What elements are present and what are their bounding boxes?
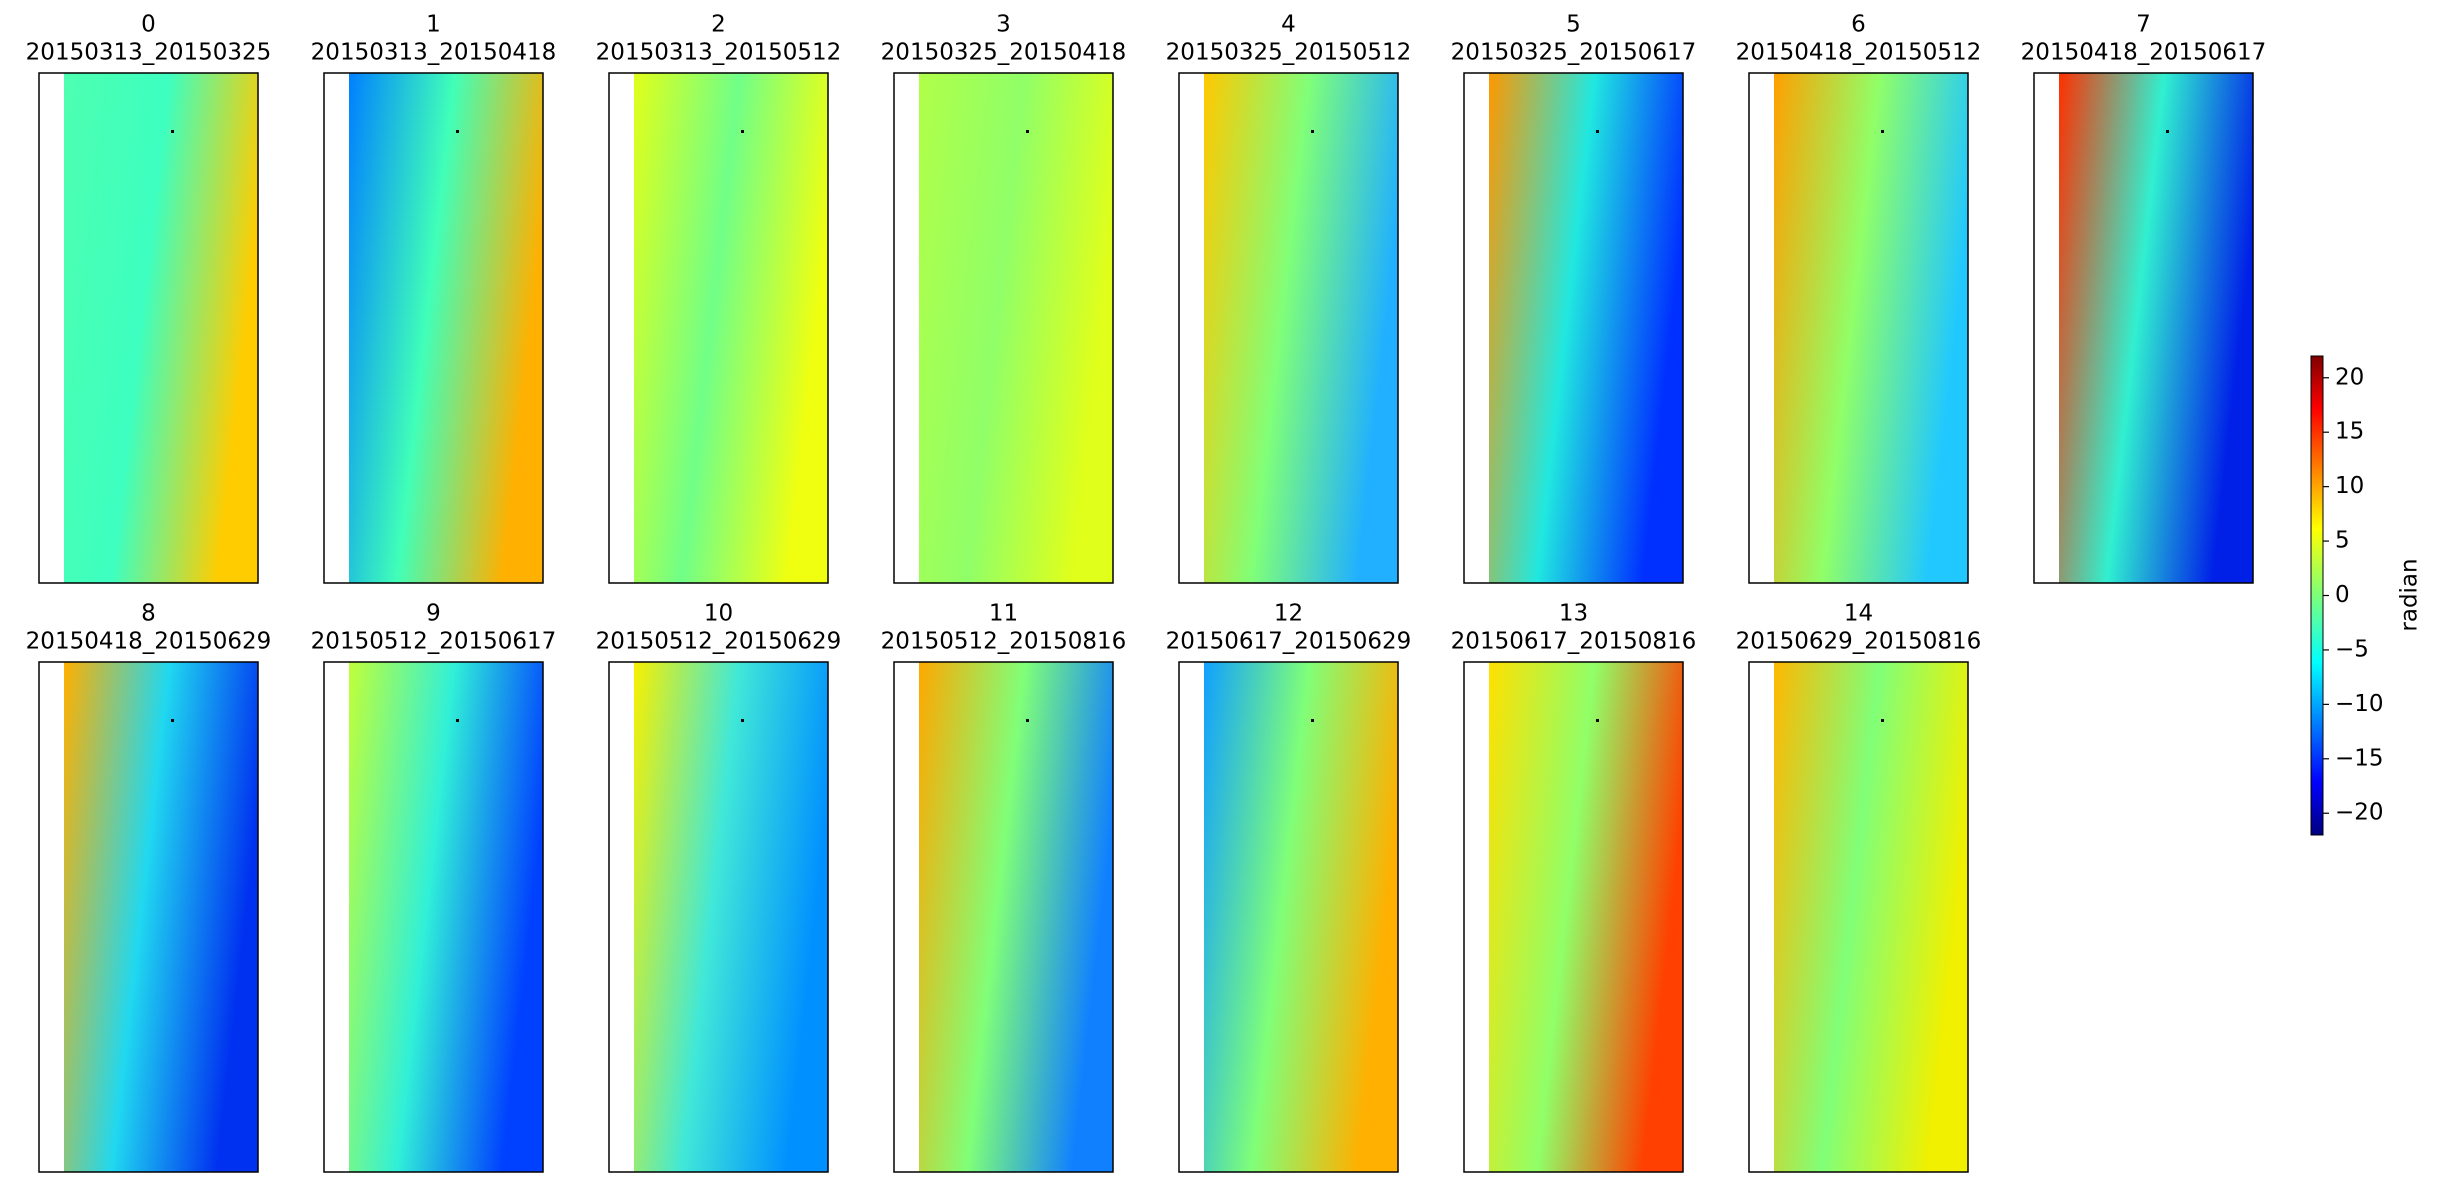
reference-point	[1311, 130, 1314, 133]
panel-frame	[323, 661, 544, 1173]
panel-title: 20150418_20150617	[2021, 40, 2267, 66]
colorbar-tick-label: 10	[2335, 473, 2364, 499]
colorbar-tick-label: −20	[2335, 800, 2384, 826]
panel-frame	[1463, 661, 1684, 1173]
reference-point	[741, 719, 744, 722]
panel-image	[349, 662, 543, 1172]
panel-image	[64, 662, 258, 1172]
panel-title: 20150325_20150512	[1166, 40, 1412, 66]
panel-image	[919, 662, 1113, 1172]
panel-image	[634, 73, 828, 583]
panel-title: 20150512_20150816	[881, 629, 1127, 655]
panel-index: 3	[996, 12, 1011, 38]
reference-point	[1596, 130, 1599, 133]
panel-title: 20150629_20150816	[1736, 629, 1982, 655]
colorbar-tick-label: 0	[2335, 582, 2350, 608]
panel-image	[349, 73, 543, 583]
panel-index: 0	[141, 12, 156, 38]
reference-point	[456, 130, 459, 133]
reference-point	[1881, 130, 1884, 133]
panel-image	[919, 73, 1113, 583]
panel-index: 12	[1274, 601, 1303, 627]
panel-frame	[1178, 72, 1399, 584]
reference-point	[456, 719, 459, 722]
panel-image	[1489, 662, 1683, 1172]
panel-index: 5	[1566, 12, 1581, 38]
panel-frame	[1178, 661, 1399, 1173]
panel-image	[634, 662, 828, 1172]
panel-frame	[1748, 72, 1969, 584]
panel-title: 20150617_20150629	[1166, 629, 1412, 655]
panel-index: 8	[141, 601, 156, 627]
panel-image	[1774, 73, 1968, 583]
panel-index: 10	[704, 601, 733, 627]
reference-point	[1026, 130, 1029, 133]
panel-image	[1774, 662, 1968, 1172]
panel-title: 20150418_20150512	[1736, 40, 1982, 66]
panel-index: 7	[2136, 12, 2151, 38]
panel-title: 20150313_20150512	[596, 40, 842, 66]
panel-index: 1	[426, 12, 441, 38]
colorbar-tick-label: −15	[2335, 745, 2384, 771]
panel-image	[64, 73, 258, 583]
panel-title: 20150313_20150325	[26, 40, 272, 66]
panel-title: 20150325_20150617	[1451, 40, 1697, 66]
panel-index: 9	[426, 601, 441, 627]
colorbar-tick-label: −10	[2335, 691, 2384, 717]
panel-index: 4	[1281, 12, 1296, 38]
reference-point	[1311, 719, 1314, 722]
panel-title: 20150512_20150617	[311, 629, 557, 655]
panel-frame	[38, 661, 259, 1173]
panel-index: 6	[1851, 12, 1866, 38]
panel-frame	[608, 661, 829, 1173]
panel-frame	[38, 72, 259, 584]
panel-frame	[893, 72, 1114, 584]
panel-title: 20150313_20150418	[311, 40, 557, 66]
panel-image	[1204, 73, 1398, 583]
reference-point	[1881, 719, 1884, 722]
panel-title: 20150325_20150418	[881, 40, 1127, 66]
panel-title: 20150512_20150629	[596, 629, 842, 655]
panel-index: 11	[989, 601, 1018, 627]
colorbar-tick-label: 20	[2335, 364, 2364, 390]
panel-index: 2	[711, 12, 726, 38]
panel-frame	[1748, 661, 1969, 1173]
panel-title: 20150617_20150816	[1451, 629, 1697, 655]
panel-frame	[893, 661, 1114, 1173]
colorbar-tick-label: 5	[2335, 528, 2350, 554]
colorbar-tick-label: 15	[2335, 419, 2364, 445]
colorbar-label: radian	[2397, 558, 2423, 631]
panel-image	[1204, 662, 1398, 1172]
colorbar	[2310, 355, 2324, 836]
panel-frame	[2033, 72, 2254, 584]
reference-point	[1596, 719, 1599, 722]
reference-point	[171, 719, 174, 722]
colorbar-tick-label: −5	[2335, 636, 2369, 662]
panel-index: 13	[1559, 601, 1588, 627]
panel-title: 20150418_20150629	[26, 629, 272, 655]
reference-point	[171, 130, 174, 133]
reference-point	[1026, 719, 1029, 722]
panel-image	[2059, 73, 2253, 583]
reference-point	[741, 130, 744, 133]
panel-image	[1489, 73, 1683, 583]
panel-frame	[323, 72, 544, 584]
panel-frame	[1463, 72, 1684, 584]
reference-point	[2166, 130, 2169, 133]
panel-index: 14	[1844, 601, 1873, 627]
panel-frame	[608, 72, 829, 584]
